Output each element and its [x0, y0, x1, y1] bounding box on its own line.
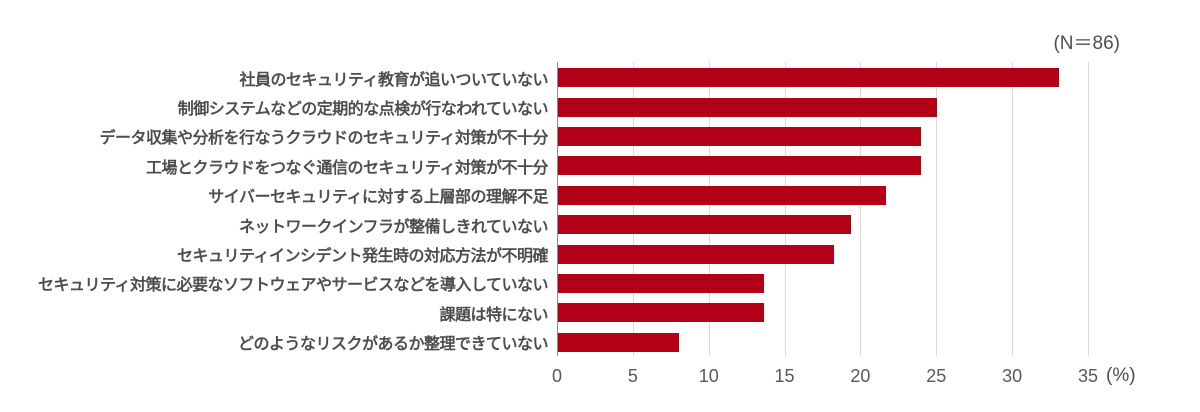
x-tick-label: 5 [627, 366, 638, 386]
bar-row: どのようなリスクがあるか整理できていない [0, 328, 1200, 357]
bar [558, 303, 765, 323]
bar-row: 社員のセキュリティ教育が追いついていない [0, 63, 1200, 92]
x-axis-unit-label: (%) [1106, 365, 1136, 386]
x-tick-label: 20 [850, 366, 871, 386]
x-tick-label: 10 [698, 366, 719, 386]
bar-row: セキュリティ対策に必要なソフトウェアやサービスなどを導入していない [0, 269, 1200, 298]
bar-row: 工場とクラウドをつなぐ通信のセキュリティ対策が不十分 [0, 151, 1200, 180]
bar [558, 68, 1059, 88]
bar-row: データ収集や分析を行なうクラウドのセキュリティ対策が不十分 [0, 122, 1200, 151]
bar [558, 244, 835, 264]
bar [558, 97, 938, 117]
bar-row: 課題は特にない [0, 298, 1200, 327]
gridline [1012, 62, 1014, 356]
category-label: サイバーセキュリティに対する上層部の理解不足 [208, 189, 548, 207]
x-tick-label: 0 [551, 366, 563, 386]
bar-rows: 社員のセキュリティ教育が追いついていない 制御システムなどの定期的な点検が行なわ… [0, 63, 1200, 357]
category-label: セキュリティインシデント発生時の対応方法が不明確 [176, 248, 549, 266]
category-label: データ収集や分析を行なうクラウドのセキュリティ対策が不十分 [99, 130, 548, 148]
bar [558, 215, 851, 235]
y-axis-line [557, 62, 558, 356]
gridline [936, 62, 938, 356]
category-label: 課題は特にない [439, 306, 548, 324]
x-tick-label: 30 [1002, 366, 1023, 386]
category-label: どのようなリスクがあるか整理できていない [237, 336, 549, 354]
bar [558, 332, 680, 352]
bar-row: サイバーセキュリティに対する上層部の理解不足 [0, 181, 1200, 210]
gridline [784, 62, 786, 356]
bar-row: 制御システムなどの定期的な点検が行なわれていない [0, 92, 1200, 121]
gridline [1088, 62, 1089, 356]
category-label: セキュリティ対策に必要なソフトウェアやサービスなどを導入していない [37, 277, 549, 295]
sample-size-label: (N＝86) [1053, 33, 1120, 54]
bar [558, 273, 765, 293]
bar-row: ネットワークインフラが整備しきれていない [0, 210, 1200, 239]
x-tick-label: 15 [774, 366, 795, 386]
bar-row: セキュリティインシデント発生時の対応方法が不明確 [0, 239, 1200, 268]
bar [558, 126, 921, 146]
gridline [860, 62, 862, 356]
gridline [708, 62, 710, 356]
category-label: 社員のセキュリティ教育が追いついていない [239, 71, 548, 89]
category-label: 工場とクラウドをつなぐ通信のセキュリティ対策が不十分 [145, 159, 549, 177]
bar [558, 185, 886, 205]
x-tick-label: 25 [926, 366, 947, 386]
bar [558, 156, 921, 176]
category-label: 制御システムなどの定期的な点検が行なわれていない [177, 101, 549, 119]
gridline [632, 62, 634, 356]
x-tick-label: 35 [1077, 366, 1099, 386]
category-label: ネットワークインフラが整備しきれていない [238, 218, 549, 236]
